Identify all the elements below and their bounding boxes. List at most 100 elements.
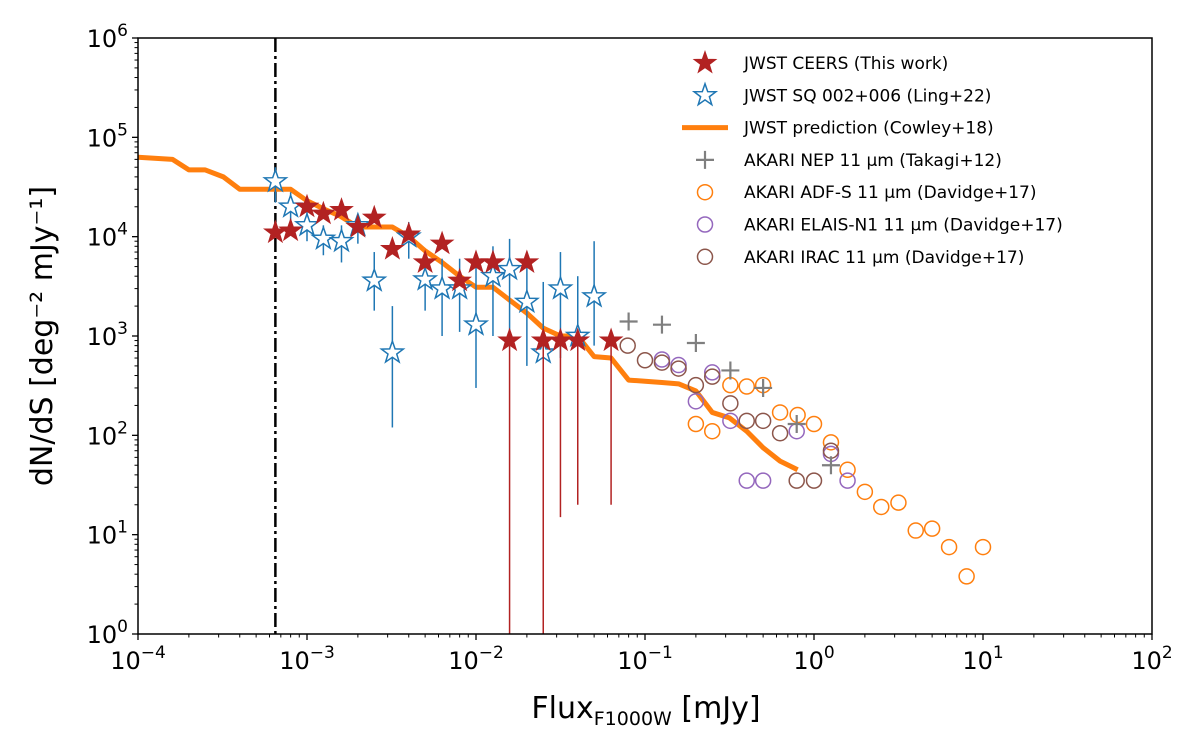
- y-tick-base: 10: [87, 323, 118, 351]
- x-tick-exponent: −1: [648, 643, 673, 663]
- data-point: [839, 461, 856, 479]
- x-tick-exponent: 0: [824, 643, 835, 663]
- data-point: [496, 255, 523, 281]
- legend-entry: JWST SQ 002+006 (Ling+22): [691, 81, 991, 107]
- x-tick-labels: 10−4 10−3 10−2 10−1 100 101 102: [110, 643, 1172, 675]
- data-point: [704, 364, 721, 381]
- data-point: [687, 393, 705, 410]
- legend-label: JWST CEERS (This work): [743, 54, 948, 74]
- y-tick-label: 101: [87, 518, 128, 550]
- y-tick-exponent: 1: [117, 518, 128, 538]
- y-tick-label: 102: [87, 418, 128, 450]
- data-point: [822, 434, 840, 451]
- legend: JWST CEERS (This work) JWST SQ 002+006 (L…: [682, 49, 1063, 268]
- data-point: [856, 483, 874, 501]
- data-point: [361, 204, 387, 229]
- legend-label: JWST SQ 002+006 (Ling+22): [743, 86, 991, 106]
- data-point: [721, 361, 740, 380]
- legend-marker: [696, 216, 714, 233]
- y-tick-base: 10: [87, 25, 118, 53]
- data-point: [479, 262, 507, 288]
- tick-marks: [132, 37, 1153, 640]
- data-point: [328, 227, 355, 253]
- y-tick-label: 105: [87, 120, 128, 152]
- data-point: [513, 288, 540, 314]
- x-axis-label-unit: [mJy]: [672, 691, 761, 726]
- data-point: [873, 498, 890, 516]
- data-point: [670, 356, 687, 374]
- y-tick-exponent: 2: [117, 418, 128, 438]
- y-tick-base: 10: [87, 124, 118, 152]
- data-point: [722, 376, 739, 394]
- x-tick-label: 102: [1131, 643, 1172, 675]
- y-tick-exponent: 3: [117, 319, 128, 339]
- data-point: [547, 274, 574, 300]
- data-point: [670, 360, 687, 377]
- x-tick-label: 10−2: [448, 643, 504, 675]
- data-point: [722, 412, 739, 430]
- data-point: [429, 230, 455, 255]
- data-point: [822, 442, 840, 459]
- legend-label: AKARI ADF-S 11 μm (Davidge+17): [744, 183, 1036, 203]
- data-point: [446, 274, 473, 300]
- data-point: [805, 472, 823, 489]
- legend-label: JWST prediction (Cowley+18): [743, 119, 994, 139]
- legend-label: AKARI ELAIS-N1 11 μm (Davidge+17): [744, 216, 1063, 236]
- y-tick-exponent: 6: [117, 21, 128, 41]
- x-tick-base: 10: [1131, 647, 1162, 675]
- series-5: [653, 351, 856, 489]
- y-tick-base: 10: [87, 522, 118, 550]
- data-series: [137, 154, 992, 634]
- data-point: [581, 282, 608, 308]
- data-point: [653, 351, 671, 368]
- x-tick-exponent: 1: [993, 643, 1004, 663]
- plot-frame: [137, 37, 1153, 635]
- data-point: [379, 338, 406, 364]
- data-point: [497, 327, 522, 352]
- data-point: [653, 354, 671, 371]
- data-point: [687, 415, 705, 433]
- data-point: [788, 472, 805, 489]
- x-tick-exponent: 2: [1162, 643, 1173, 663]
- data-point: [480, 249, 506, 273]
- data-point: [310, 200, 336, 225]
- y-tick-base: 10: [87, 621, 118, 649]
- data-point: [686, 334, 705, 353]
- x-tick-label: 10−1: [617, 643, 673, 675]
- data-point: [619, 337, 636, 354]
- legend-label: AKARI IRAC 11 μm (Davidge+17): [744, 248, 1024, 268]
- x-tick-label: 101: [962, 643, 1003, 675]
- x-tick-base: 10: [448, 647, 479, 675]
- y-tick-exponent: 0: [117, 617, 128, 637]
- y-tick-label: 100: [87, 617, 128, 649]
- data-point: [598, 327, 624, 352]
- legend-entry: AKARI ELAIS-N1 11 μm (Davidge+17): [696, 216, 1063, 236]
- data-point: [771, 424, 789, 442]
- data-point: [310, 225, 337, 251]
- data-point: [754, 472, 772, 489]
- data-point: [974, 538, 992, 556]
- x-tick-base: 10: [110, 647, 141, 675]
- data-point: [704, 368, 721, 385]
- series-6: [619, 337, 840, 489]
- x-tick-label: 10−3: [279, 643, 335, 675]
- x-axis-label-sub: F1000W: [594, 708, 672, 730]
- data-point: [890, 494, 907, 511]
- data-point: [652, 315, 671, 334]
- data-point: [262, 167, 289, 193]
- y-tick-exponent: 4: [117, 220, 128, 240]
- data-point: [958, 568, 975, 585]
- data-point: [754, 378, 773, 397]
- data-point: [294, 193, 320, 218]
- data-point: [379, 236, 405, 260]
- x-axis-label-main: Flux: [531, 691, 593, 726]
- legend-label: AKARI NEP 11 μm (Takagi+12): [744, 151, 1002, 171]
- data-point: [361, 266, 388, 292]
- data-point: [839, 472, 856, 489]
- data-point: [940, 538, 958, 556]
- data-point: [514, 249, 540, 273]
- data-point: [738, 412, 755, 430]
- data-point: [412, 249, 438, 273]
- series-0: [263, 193, 624, 634]
